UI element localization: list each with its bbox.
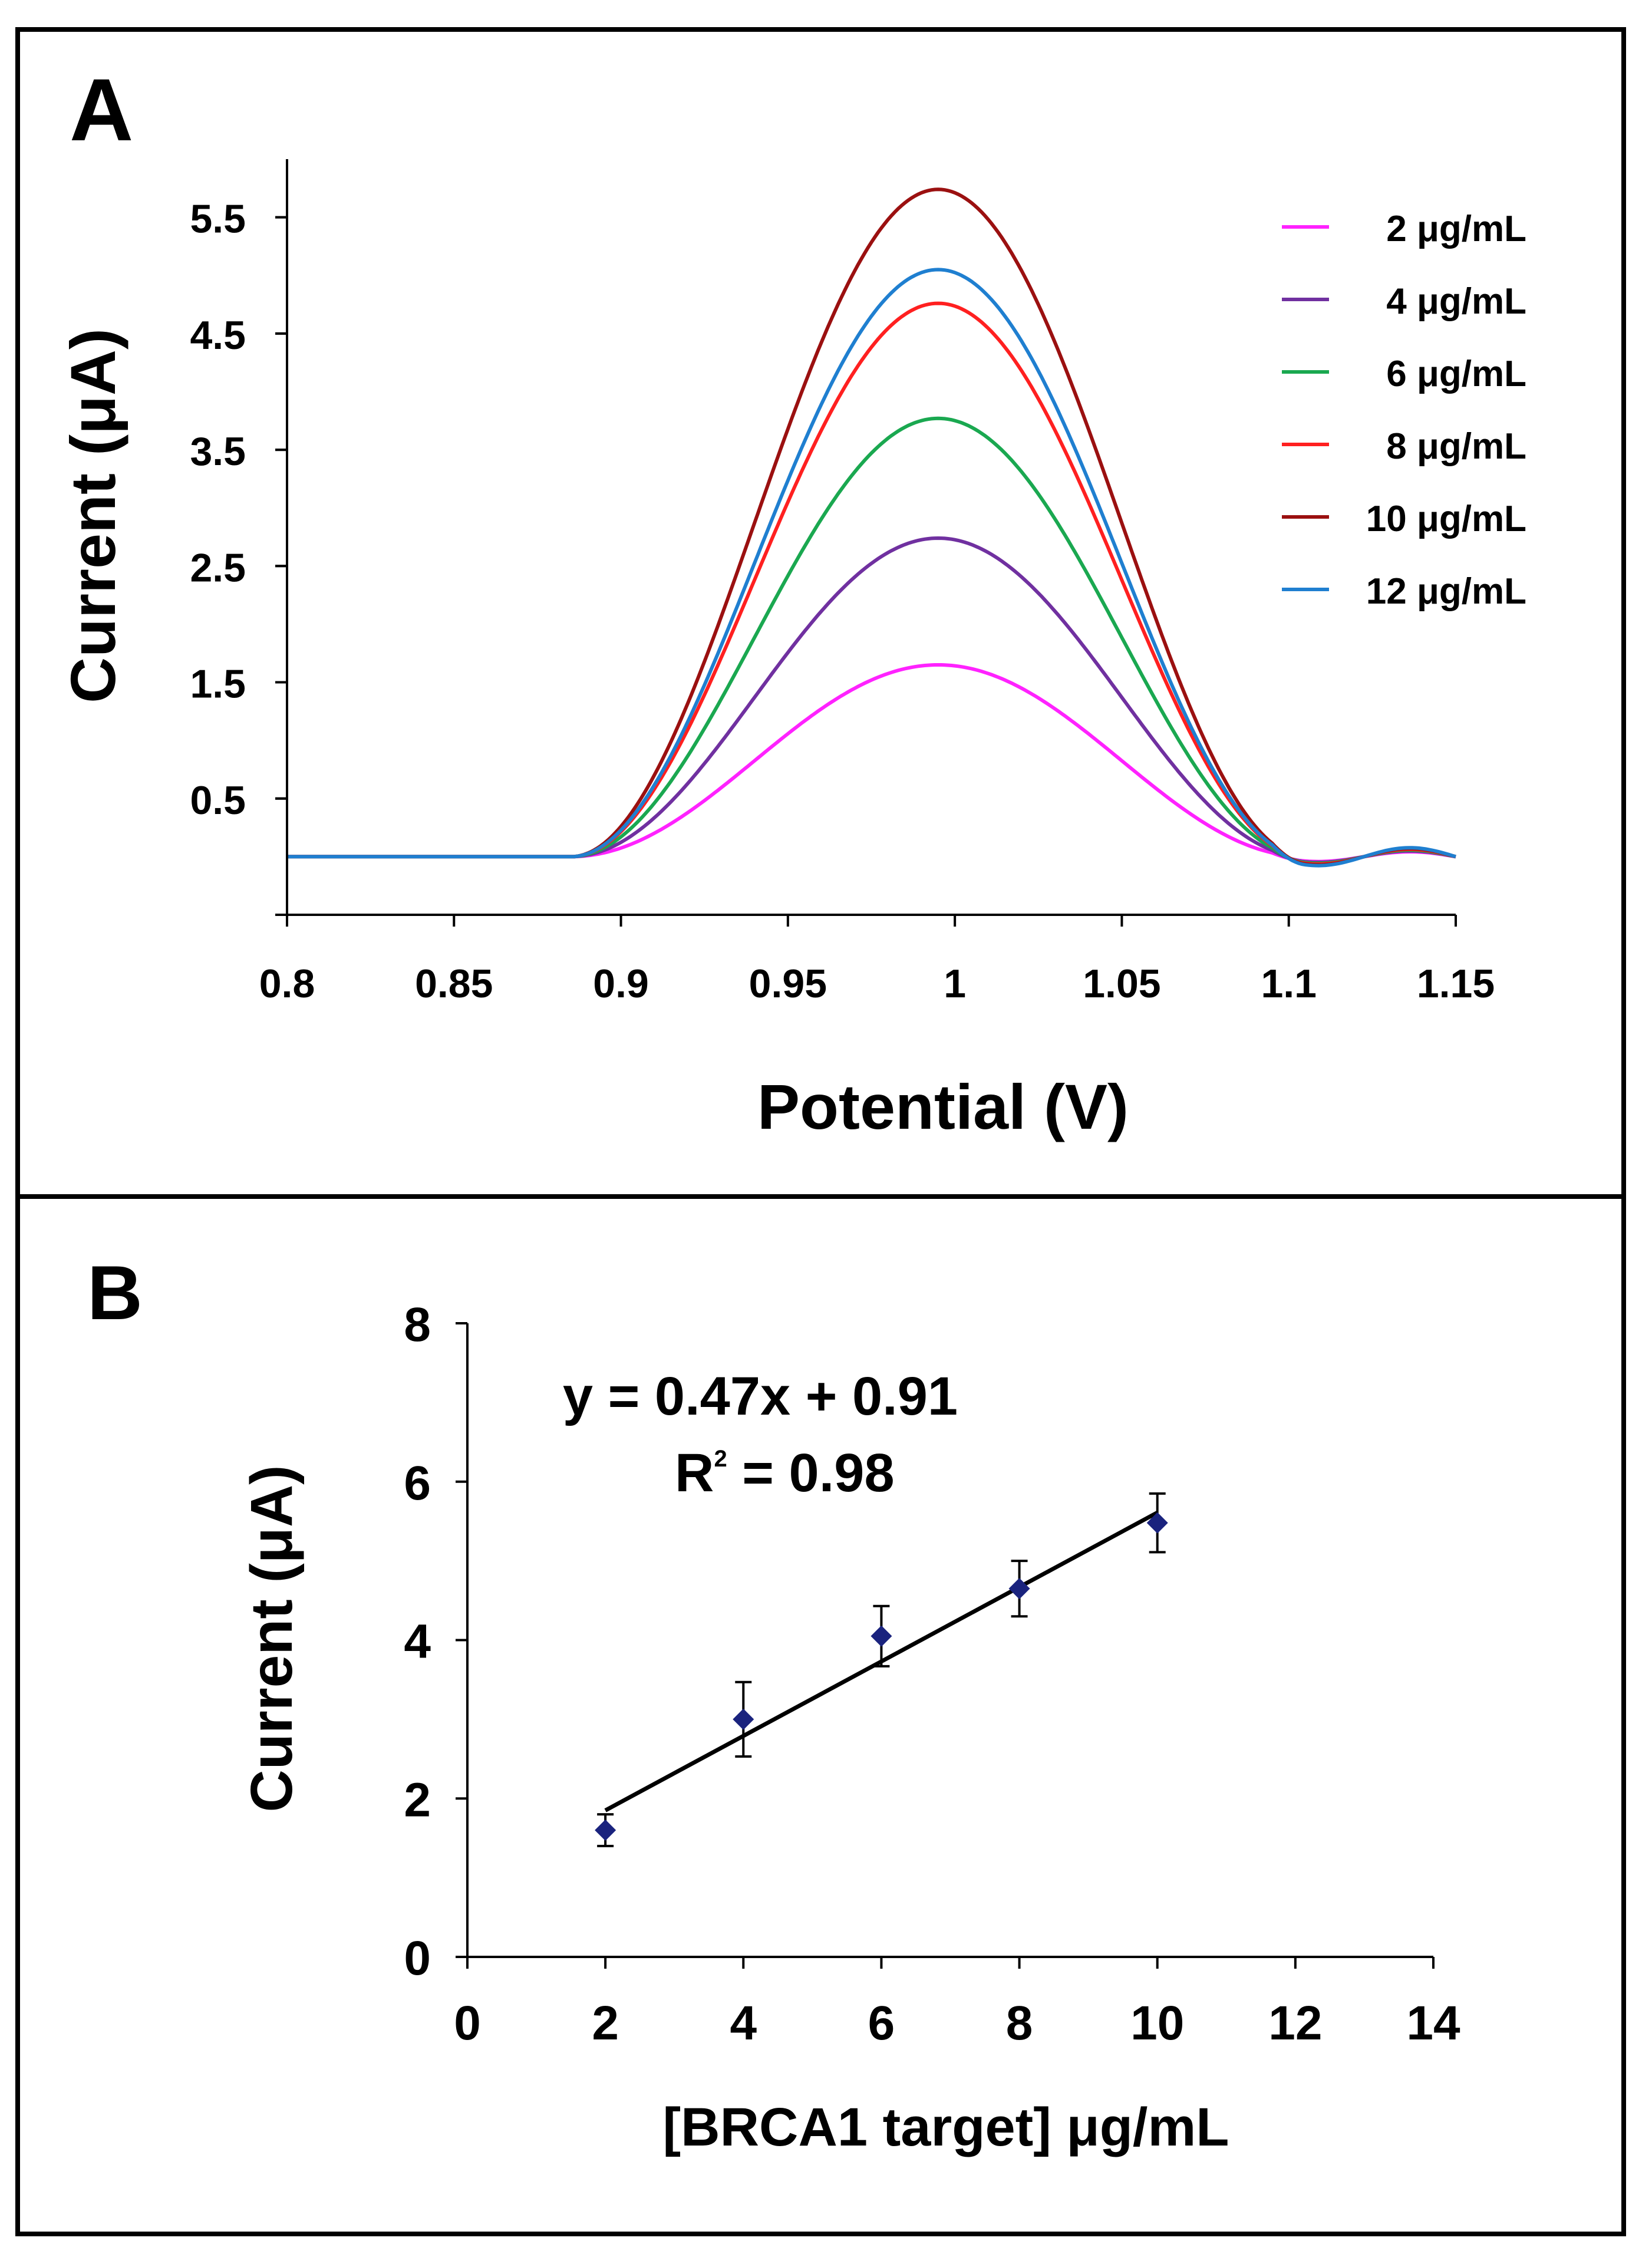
b-x-tick-label: 8: [1006, 1996, 1033, 2050]
a-x-axis-title: Potential (V): [757, 1071, 1129, 1142]
b-x-tick-label: 14: [1406, 1996, 1460, 2050]
a-x-tick-label: 1.05: [1083, 961, 1160, 1006]
a-x-tick-label: 0.8: [259, 961, 315, 1006]
a-y-tick-label: 1.5: [190, 662, 246, 707]
panel-a-label: A: [70, 60, 133, 159]
chart-a: 0.5 1.5 2.5 3.5 4.5 5.5 0.8 0.85 0.9 0.95 1 1.05 1.…: [57, 159, 1526, 1142]
b-y-tick-label: 6: [404, 1456, 431, 1510]
a-x-tick-label: 1: [944, 961, 966, 1006]
a-x-tick-label: 1.15: [1417, 961, 1495, 1006]
a-y-axis-title: Current (μA): [57, 328, 128, 703]
a-y-tick-label: 3.5: [190, 429, 246, 474]
b-x-tick-label: 2: [592, 1996, 619, 2050]
b-r2-value: = 0.98: [727, 1443, 895, 1503]
b-r-squared: R2 = 0.98: [675, 1443, 895, 1503]
b-y-tick-label: 8: [404, 1298, 431, 1352]
a-x-tick-label: 1.1: [1261, 961, 1317, 1006]
a-series-line: [287, 268, 1456, 868]
b-x-tick-label: 4: [730, 1996, 757, 2050]
b-y-tick-label: 4: [404, 1615, 431, 1669]
a-legend-label: 8 μg/mL: [1386, 426, 1526, 467]
a-legend-label: 4 μg/mL: [1386, 281, 1526, 322]
a-x-tick-label: 0.85: [415, 961, 493, 1006]
b-fit-equation: y = 0.47x + 0.91: [563, 1366, 958, 1426]
b-x-tick-label: 10: [1130, 1996, 1184, 2050]
b-y-tick-label: 2: [404, 1773, 431, 1827]
a-y-tick-label: 4.5: [190, 313, 246, 358]
b-data-point: [1146, 1512, 1168, 1534]
a-legend-label: 12 μg/mL: [1366, 571, 1526, 612]
panel-b-frame: [15, 1194, 1626, 2236]
b-data-point: [595, 1820, 616, 1841]
b-r2-sup: 2: [714, 1446, 727, 1472]
b-data-point: [1008, 1578, 1030, 1600]
a-x-tick-label: 0.95: [749, 961, 827, 1006]
a-y-tick-label: 5.5: [190, 197, 246, 242]
b-y-tick-label: 0: [404, 1932, 431, 1985]
a-legend-label: 2 μg/mL: [1386, 209, 1526, 249]
b-x-axis-title: [BRCA1 target] μg/mL: [663, 2097, 1229, 2157]
a-legend-label: 6 μg/mL: [1386, 354, 1526, 394]
b-data-point: [870, 1625, 892, 1647]
b-x-tick-label: 0: [454, 1996, 481, 2050]
panel-b-label: B: [87, 1250, 143, 1336]
b-y-axis-title: Current (μA): [239, 1465, 305, 1812]
b-x-tick-label: 12: [1268, 1996, 1322, 2050]
b-data-point: [733, 1708, 754, 1730]
a-legend-label: 10 μg/mL: [1366, 499, 1526, 539]
a-y-tick-label: 2.5: [190, 545, 246, 590]
b-x-tick-label: 6: [868, 1996, 895, 2050]
a-y-tick-label: 0.5: [190, 778, 246, 823]
b-r2-label: R: [675, 1443, 714, 1503]
a-x-tick-label: 0.9: [593, 961, 649, 1006]
